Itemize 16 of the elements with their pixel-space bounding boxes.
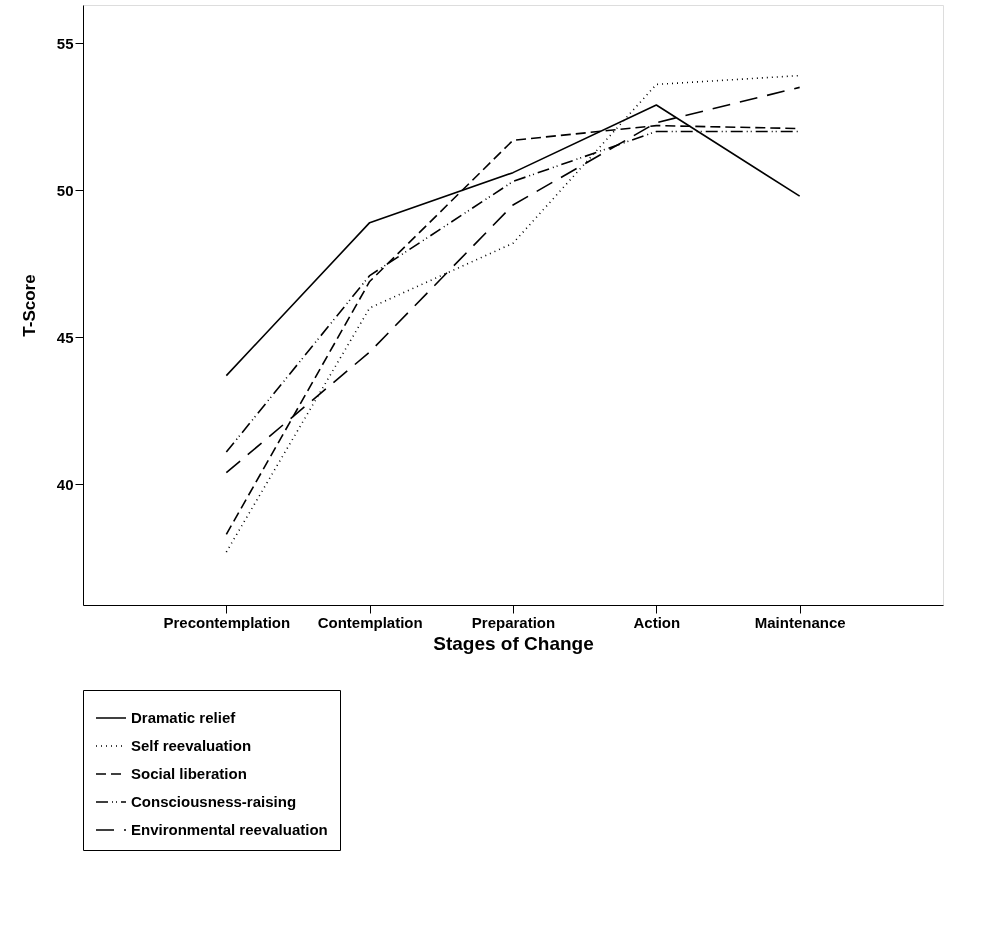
- legend-label: Dramatic relief: [131, 709, 237, 726]
- legend-label: Environmental reevaluation: [131, 821, 328, 838]
- x-tick-label: Maintenance: [754, 613, 846, 631]
- y-tick-label: 45: [56, 328, 74, 346]
- y-tick-label: 50: [56, 181, 74, 199]
- x-axis-title: Stages of Change: [433, 632, 594, 654]
- x-tick-label: Contemplation: [317, 613, 423, 631]
- legend-label: Social liberation: [131, 765, 247, 782]
- x-tick-label: Precontemplation: [163, 613, 291, 631]
- y-tick-label: 40: [56, 475, 74, 493]
- x-tick-label: Preparation: [471, 613, 556, 631]
- legend-label: Consciousness-raising: [131, 793, 297, 810]
- y-axis-title: T-Score: [19, 274, 39, 337]
- x-tick-label: Action: [633, 613, 681, 631]
- y-tick-label: 55: [56, 34, 74, 52]
- legend-label: Self reevaluation: [131, 737, 252, 754]
